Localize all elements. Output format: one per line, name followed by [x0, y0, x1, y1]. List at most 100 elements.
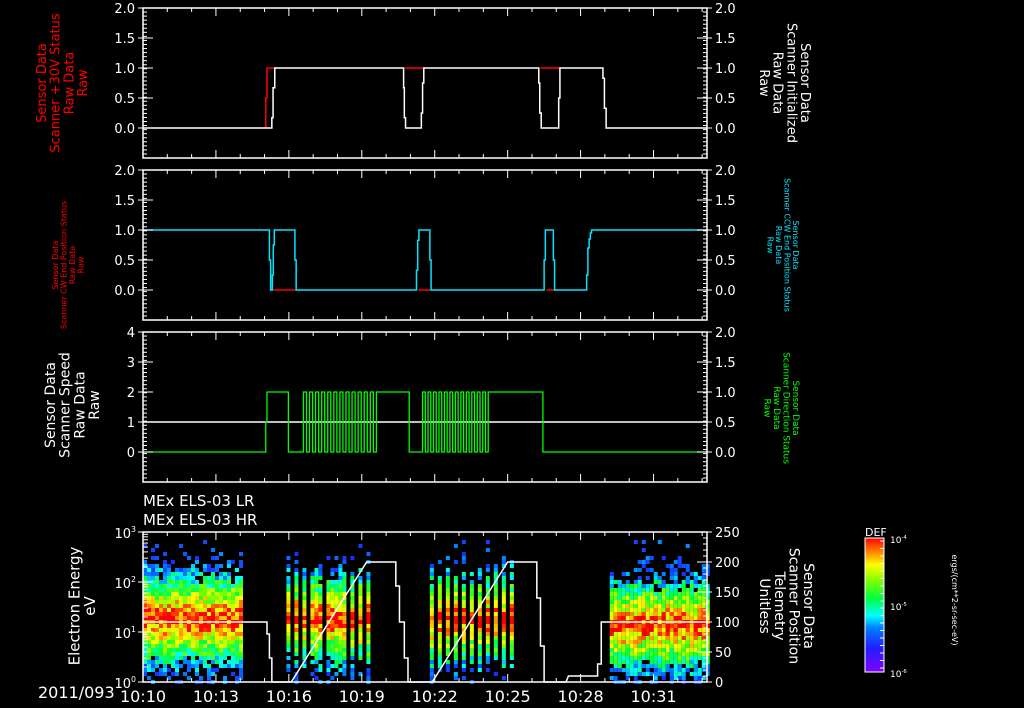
svg-text:4: 4: [127, 326, 135, 341]
spectrogram-title-lr: MEx ELS-03 LR: [143, 492, 255, 510]
svg-text:10:25: 10:25: [485, 687, 531, 706]
svg-text:ergs/(cm**2-sr-sec-eV): ergs/(cm**2-sr-sec-eV): [950, 554, 959, 645]
panel-scanner-end-position-status: 2.0 1.5 1.0 0.5 0.0 2.0 1.5 1.0 0.5 0.0 Sensor Dat…: [51, 164, 800, 329]
svg-text:Scanner Position: Scanner Position: [785, 548, 801, 664]
svg-text:10-6: 10-6: [890, 669, 907, 680]
svg-text:10:10: 10:10: [120, 687, 166, 706]
svg-text:0.5: 0.5: [715, 416, 736, 431]
svg-text:Electron Energy: Electron Energy: [65, 546, 83, 665]
svg-text:Scanner +30V Status: Scanner +30V Status: [49, 13, 64, 152]
svg-text:10-5: 10-5: [890, 602, 907, 613]
svg-text:50: 50: [715, 646, 732, 661]
svg-text:Raw Data: Raw Data: [770, 52, 785, 115]
svg-text:Raw: Raw: [76, 256, 85, 273]
svg-text:102: 102: [114, 575, 136, 592]
svg-text:Sensor Data: Sensor Data: [791, 220, 800, 269]
svg-text:200: 200: [715, 556, 740, 571]
colorbar: 10-4 10-5 10-6 ergs/(cm**2-sr-sec-eV): [864, 535, 959, 680]
colorbar-label: DEF: [865, 526, 887, 539]
svg-text:Raw: Raw: [87, 390, 103, 419]
svg-text:Raw Data: Raw Data: [68, 246, 77, 285]
svg-text:Raw Data: Raw Data: [72, 371, 88, 438]
svg-text:100: 100: [715, 616, 740, 631]
svg-text:1.5: 1.5: [114, 32, 135, 47]
panel-electron-spectrogram: 103 102 101 100 250 200 150 100 50 0 10:10 10:13 10:…: [65, 525, 816, 706]
svg-text:1.5: 1.5: [715, 194, 736, 209]
svg-text:250: 250: [715, 526, 740, 541]
svg-text:1.0: 1.0: [715, 386, 736, 401]
svg-text:100: 100: [114, 675, 136, 692]
svg-text:0: 0: [715, 676, 723, 691]
svg-text:Sensor Data: Sensor Data: [797, 43, 812, 123]
svg-text:0: 0: [127, 446, 135, 461]
svg-text:Raw Data: Raw Data: [62, 52, 77, 115]
svg-text:Raw: Raw: [76, 69, 91, 97]
svg-text:1.0: 1.0: [715, 224, 736, 239]
svg-text:1: 1: [127, 416, 135, 431]
svg-text:2.0: 2.0: [715, 164, 736, 179]
svg-text:Raw Data: Raw Data: [771, 386, 781, 429]
svg-text:2.0: 2.0: [715, 2, 736, 17]
svg-text:10:16: 10:16: [266, 687, 312, 706]
svg-text:3: 3: [127, 356, 135, 371]
axis-label: Sensor Data Scanner CW End Position Statu…: [51, 201, 85, 329]
svg-text:Scanner Direction Status: Scanner Direction Status: [781, 352, 791, 464]
svg-text:Scanner Speed: Scanner Speed: [58, 352, 74, 458]
svg-text:2.0: 2.0: [114, 2, 135, 17]
svg-text:2.0: 2.0: [114, 164, 135, 179]
svg-text:10-4: 10-4: [890, 535, 907, 546]
svg-text:Sensor Data: Sensor Data: [51, 240, 60, 289]
svg-text:Scanner CCW End Position Statu: Scanner CCW End Position Status: [782, 178, 791, 312]
svg-text:0.0: 0.0: [715, 446, 736, 461]
svg-text:10:19: 10:19: [339, 687, 385, 706]
svg-text:0.5: 0.5: [715, 254, 736, 269]
axis-label: ergs/(cm**2-sr-sec-eV): [950, 554, 959, 645]
svg-text:10:22: 10:22: [412, 687, 458, 706]
svg-text:1.5: 1.5: [715, 356, 736, 371]
svg-text:Raw: Raw: [762, 399, 772, 418]
svg-text:Sensor Data: Sensor Data: [800, 563, 816, 649]
svg-text:10:13: 10:13: [193, 687, 239, 706]
svg-text:0.0: 0.0: [715, 122, 736, 137]
svg-text:Scanner Initialized: Scanner Initialized: [783, 23, 798, 143]
svg-text:1.5: 1.5: [114, 194, 135, 209]
svg-text:Raw: Raw: [766, 237, 775, 254]
svg-text:0.0: 0.0: [715, 284, 736, 299]
svg-text:2: 2: [127, 386, 135, 401]
svg-text:0.5: 0.5: [114, 92, 135, 107]
svg-text:Raw: Raw: [756, 69, 771, 97]
spectrogram-title-hr: MEx ELS-03 HR: [143, 511, 258, 529]
svg-text:0.5: 0.5: [114, 254, 135, 269]
svg-text:Sensor Data: Sensor Data: [35, 43, 50, 123]
svg-text:eV: eV: [81, 596, 99, 616]
svg-text:10:31: 10:31: [630, 687, 676, 706]
svg-text:10:28: 10:28: [558, 687, 604, 706]
svg-text:Sensor Data: Sensor Data: [790, 380, 800, 435]
svg-text:103: 103: [114, 525, 136, 542]
svg-text:0.0: 0.0: [114, 122, 135, 137]
svg-text:0.0: 0.0: [114, 284, 135, 299]
svg-text:1.0: 1.0: [114, 62, 135, 77]
svg-text:2.0: 2.0: [715, 326, 736, 341]
svg-text:Scanner CW End Position Status: Scanner CW End Position Status: [60, 201, 69, 329]
svg-text:1.0: 1.0: [715, 62, 736, 77]
svg-text:Sensor Data: Sensor Data: [43, 362, 59, 448]
svg-text:Raw Data: Raw Data: [774, 226, 783, 265]
svg-text:1.5: 1.5: [715, 32, 736, 47]
svg-text:Telemetry: Telemetry: [771, 570, 787, 640]
date-label: 2011/093: [38, 683, 115, 702]
panel-scanner-30v-status: 2.0 1.5 1.0 0.5 0.0 2.0 1.5 1.0 0.5 0.0 Sensor Dat…: [35, 2, 812, 159]
svg-text:0.5: 0.5: [715, 92, 736, 107]
svg-text:101: 101: [114, 625, 136, 642]
svg-text:150: 150: [715, 586, 740, 601]
svg-text:1.0: 1.0: [114, 224, 135, 239]
